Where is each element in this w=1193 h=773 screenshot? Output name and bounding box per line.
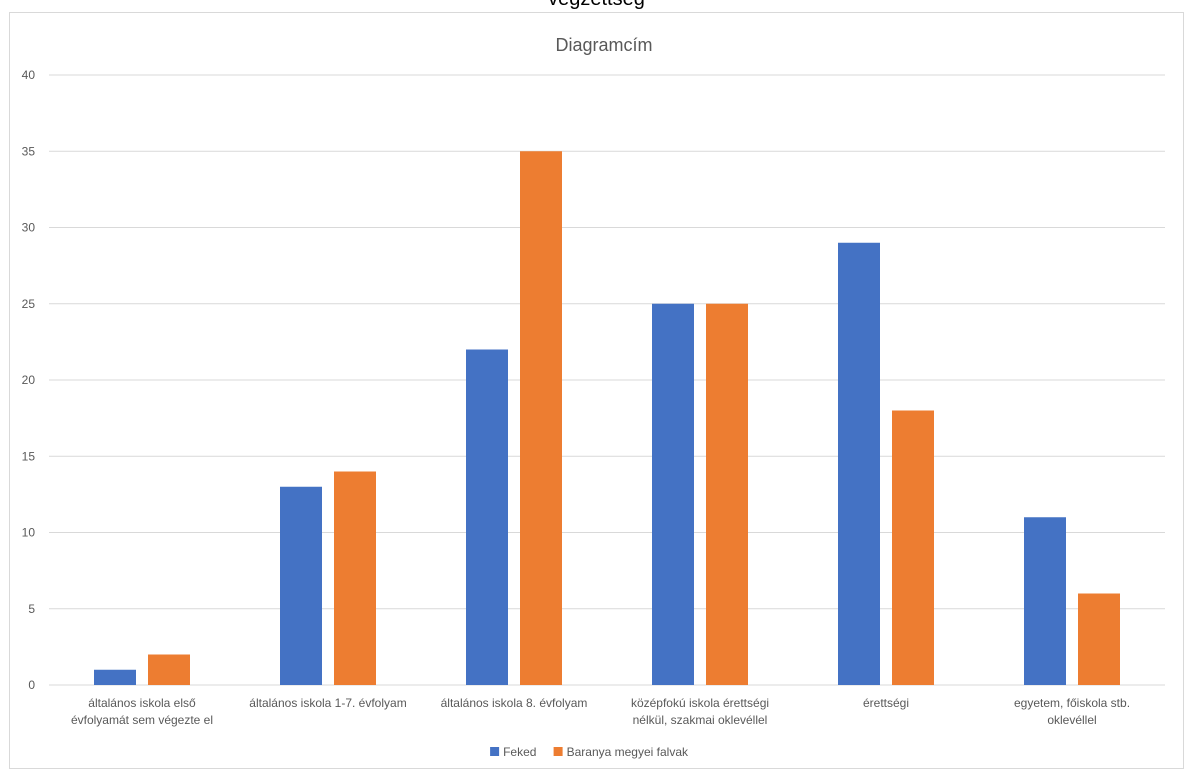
legend: Feked Baranya megyei falvak (490, 745, 689, 759)
y-tick-label: 30 (22, 221, 36, 235)
y-tick-label: 15 (22, 449, 36, 463)
bar-baranya-megyei-falvak-0 (148, 654, 190, 685)
chart-frame (9, 12, 1184, 769)
header-fragment: végzettség (0, 0, 1193, 11)
legend-label: Feked (503, 745, 536, 759)
bars (94, 151, 1120, 685)
x-tick-label: érettségi (863, 696, 909, 710)
gridlines (49, 74, 1165, 686)
legend-swatch (490, 747, 500, 756)
y-tick-label: 10 (22, 526, 36, 540)
x-axis: általános iskola első évfolyamát sem vége… (71, 696, 1130, 727)
x-tick-label: nélkül, szakmai oklevéllel (633, 713, 768, 727)
y-tick-label: 0 (28, 678, 35, 692)
y-axis: 0 5 10 15 20 25 30 35 40 (22, 68, 36, 692)
bar-baranya-megyei-falvak-2 (520, 151, 562, 685)
x-tick-label: általános iskola 8. évfolyam (441, 696, 588, 710)
chart-title: Diagramcím (555, 35, 652, 55)
y-tick-label: 40 (22, 68, 36, 82)
x-tick-label: oklevéllel (1047, 713, 1096, 727)
bar-feked-1 (280, 486, 322, 685)
bar-feked-2 (466, 349, 508, 685)
x-tick-label: évfolyamát sem végezte el (71, 713, 213, 727)
x-tick-label: középfokú iskola érettségi (631, 696, 769, 710)
x-tick-label: egyetem, főiskola stb. (1014, 696, 1130, 710)
y-tick-label: 5 (28, 602, 35, 616)
bar-baranya-megyei-falvak-5 (1078, 593, 1120, 685)
bar-baranya-megyei-falvak-3 (706, 303, 748, 685)
bar-feked-4 (838, 242, 880, 685)
legend-swatch (553, 747, 563, 756)
bar-feked-5 (1024, 517, 1066, 685)
y-tick-label: 20 (22, 373, 36, 387)
bar-feked-0 (94, 669, 136, 685)
x-tick-label: általános iskola 1-7. évfolyam (249, 696, 406, 710)
bar-feked-3 (652, 303, 694, 685)
x-tick-label: általános iskola első (88, 696, 196, 710)
y-tick-label: 35 (22, 144, 36, 158)
legend-label: Baranya megyei falvak (567, 745, 689, 759)
bar-baranya-megyei-falvak-1 (334, 471, 376, 685)
bar-baranya-megyei-falvak-4 (892, 410, 934, 685)
y-tick-label: 25 (22, 297, 36, 311)
